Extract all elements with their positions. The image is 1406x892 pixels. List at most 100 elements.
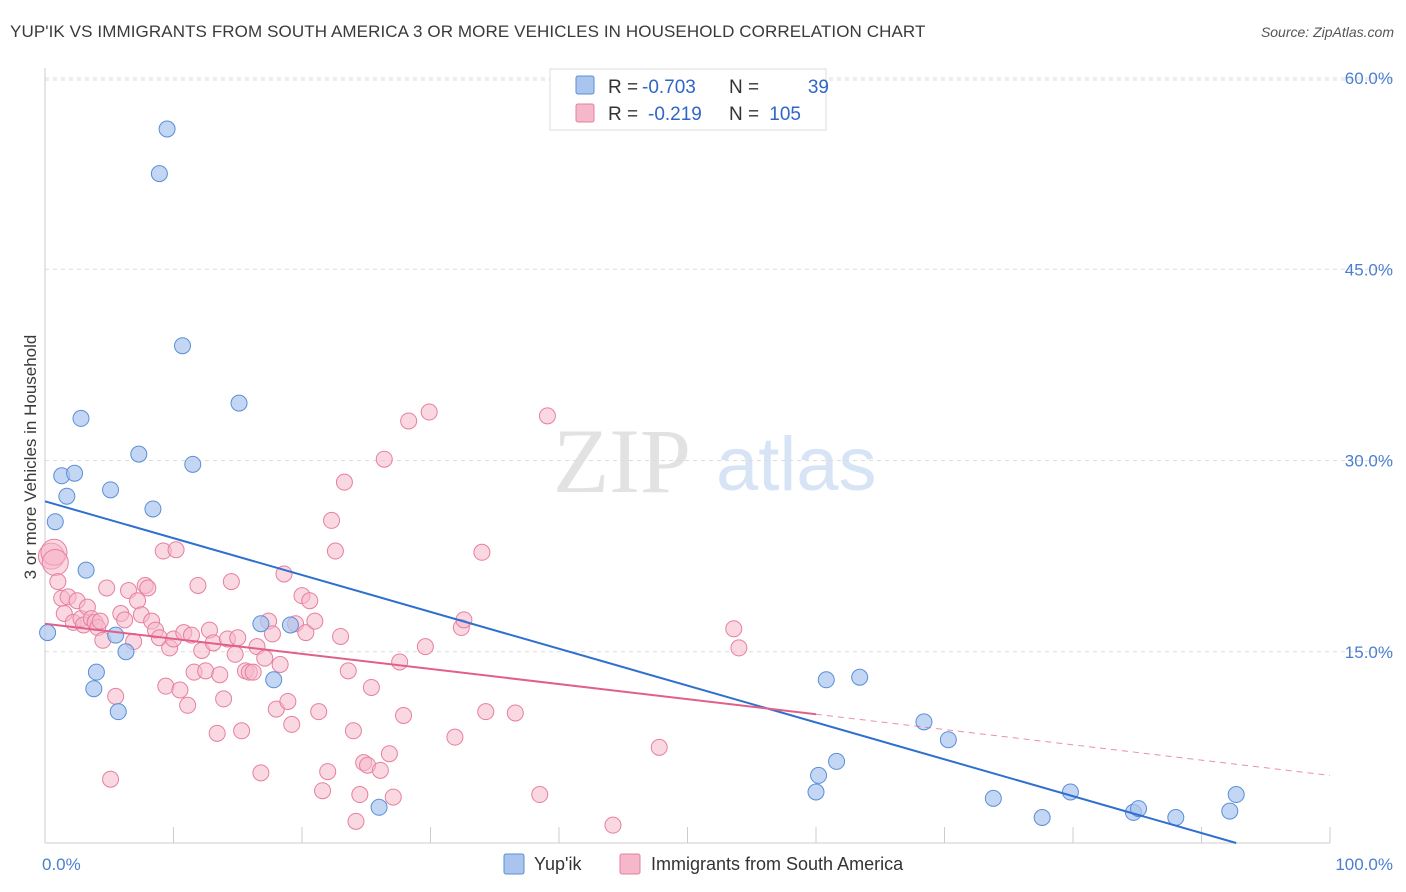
point-yupik-27 xyxy=(828,752,846,770)
point-immigrants-105 xyxy=(725,620,743,638)
trend-line-immigrants-extension xyxy=(815,713,1331,776)
point-immigrants-18 xyxy=(102,770,120,788)
point-yupik-12 xyxy=(117,643,135,661)
point-yupik-18 xyxy=(184,455,202,473)
point-yupik-4 xyxy=(66,464,84,482)
axes xyxy=(44,68,1331,844)
y-tick-label-45: 45.0% xyxy=(1345,260,1393,279)
point-immigrants-79 xyxy=(339,662,357,680)
legend-r-value-1: -0.703 xyxy=(642,77,696,98)
point-immigrants-92 xyxy=(400,412,418,430)
point-yupik-28 xyxy=(851,668,869,686)
point-immigrants-2 xyxy=(41,549,69,576)
point-yupik-16 xyxy=(158,120,176,138)
point-immigrants-76 xyxy=(326,542,344,560)
point-immigrants-65 xyxy=(279,692,297,710)
trend-lines xyxy=(44,500,1331,844)
point-yupik-10 xyxy=(107,626,125,644)
point-immigrants-75 xyxy=(323,511,341,529)
point-immigrants-91 xyxy=(395,707,413,724)
point-yupik-26 xyxy=(817,671,835,689)
point-yupik-37 xyxy=(1221,802,1239,820)
series-yupik-points xyxy=(39,120,1245,826)
point-immigrants-36 xyxy=(171,681,189,699)
legend-r-value-2: -0.219 xyxy=(648,104,702,125)
point-immigrants-50 xyxy=(222,573,240,591)
point-yupik-15 xyxy=(150,165,168,183)
point-immigrants-35 xyxy=(167,541,185,559)
point-immigrants-85 xyxy=(362,678,380,696)
chart-title: YUP'IK VS IMMIGRANTS FROM SOUTH AMERICA … xyxy=(10,22,926,41)
point-immigrants-59 xyxy=(256,649,274,667)
point-yupik-31 xyxy=(984,789,1002,807)
point-yupik-8 xyxy=(87,663,105,681)
point-immigrants-48 xyxy=(215,690,233,708)
point-immigrants-73 xyxy=(314,782,332,800)
bottom-legend-swatch-blue xyxy=(503,853,525,875)
point-immigrants-41 xyxy=(189,576,207,594)
point-immigrants-72 xyxy=(310,703,328,721)
legend-swatch-pink xyxy=(575,103,595,123)
legend-n-label-1: N = xyxy=(729,77,759,98)
point-yupik-30 xyxy=(939,731,957,749)
point-immigrants-15 xyxy=(91,612,109,630)
point-immigrants-56 xyxy=(244,663,262,681)
point-immigrants-90 xyxy=(391,653,409,671)
point-immigrants-32 xyxy=(157,677,175,695)
point-immigrants-70 xyxy=(301,592,319,610)
point-immigrants-69 xyxy=(297,624,315,642)
series-legend: Yup'ik Immigrants from South America xyxy=(503,853,904,875)
point-immigrants-94 xyxy=(420,403,438,421)
point-immigrants-95 xyxy=(446,728,464,746)
point-immigrants-58 xyxy=(252,764,270,782)
point-immigrants-3 xyxy=(49,573,67,591)
chart-source: Source: ZipAtlas.com xyxy=(1260,24,1394,40)
point-yupik-11 xyxy=(109,703,127,721)
point-yupik-29 xyxy=(915,713,933,731)
correlation-legend: R = -0.703 N = 39 R = -0.219 N = 105 xyxy=(549,68,829,131)
point-yupik-6 xyxy=(77,561,95,579)
point-immigrants-66 xyxy=(283,715,301,733)
trend-line-immigrants xyxy=(44,622,817,716)
legend-r-label-2: R = xyxy=(608,104,638,125)
point-immigrants-100 xyxy=(506,704,524,722)
point-yupik-9 xyxy=(102,481,120,499)
y-tick-labels: 15.0% 30.0% 45.0% 60.0% xyxy=(1345,69,1393,662)
point-yupik-17 xyxy=(173,337,191,355)
point-immigrants-93 xyxy=(416,638,434,656)
point-immigrants-101 xyxy=(531,786,549,804)
legend-r-label-1: R = xyxy=(608,77,638,98)
point-immigrants-104 xyxy=(650,738,668,756)
point-immigrants-51 xyxy=(226,645,244,663)
point-yupik-32 xyxy=(1033,809,1051,826)
point-yupik-19 xyxy=(230,394,248,412)
bottom-legend-swatch-pink xyxy=(619,853,641,875)
x-tick-labels: 0.0% 100.0% xyxy=(42,855,1393,874)
point-immigrants-27 xyxy=(139,579,157,597)
point-immigrants-81 xyxy=(347,812,365,830)
point-immigrants-89 xyxy=(384,788,402,806)
point-immigrants-21 xyxy=(116,611,134,629)
point-yupik-22 xyxy=(281,616,299,634)
point-immigrants-102 xyxy=(538,407,556,425)
point-yupik-1 xyxy=(46,513,64,531)
y-tick-label-60: 60.0% xyxy=(1345,69,1393,88)
point-immigrants-98 xyxy=(473,543,491,561)
point-immigrants-46 xyxy=(208,724,226,742)
legend-n-value-2: 105 xyxy=(769,104,801,125)
trend-line-yupik xyxy=(44,500,1237,844)
point-immigrants-71 xyxy=(306,612,324,630)
point-immigrants-80 xyxy=(344,722,362,740)
point-yupik-23 xyxy=(370,798,388,816)
point-immigrants-74 xyxy=(319,763,337,781)
point-immigrants-38 xyxy=(179,696,197,714)
point-yupik-21 xyxy=(265,671,283,689)
point-immigrants-17 xyxy=(98,579,116,597)
point-yupik-5 xyxy=(72,409,90,427)
point-immigrants-24 xyxy=(129,592,147,610)
point-yupik-3 xyxy=(58,487,76,505)
point-yupik-35 xyxy=(1130,800,1148,818)
point-immigrants-99 xyxy=(477,703,495,721)
point-immigrants-106 xyxy=(730,639,748,657)
point-immigrants-61 xyxy=(263,625,281,643)
